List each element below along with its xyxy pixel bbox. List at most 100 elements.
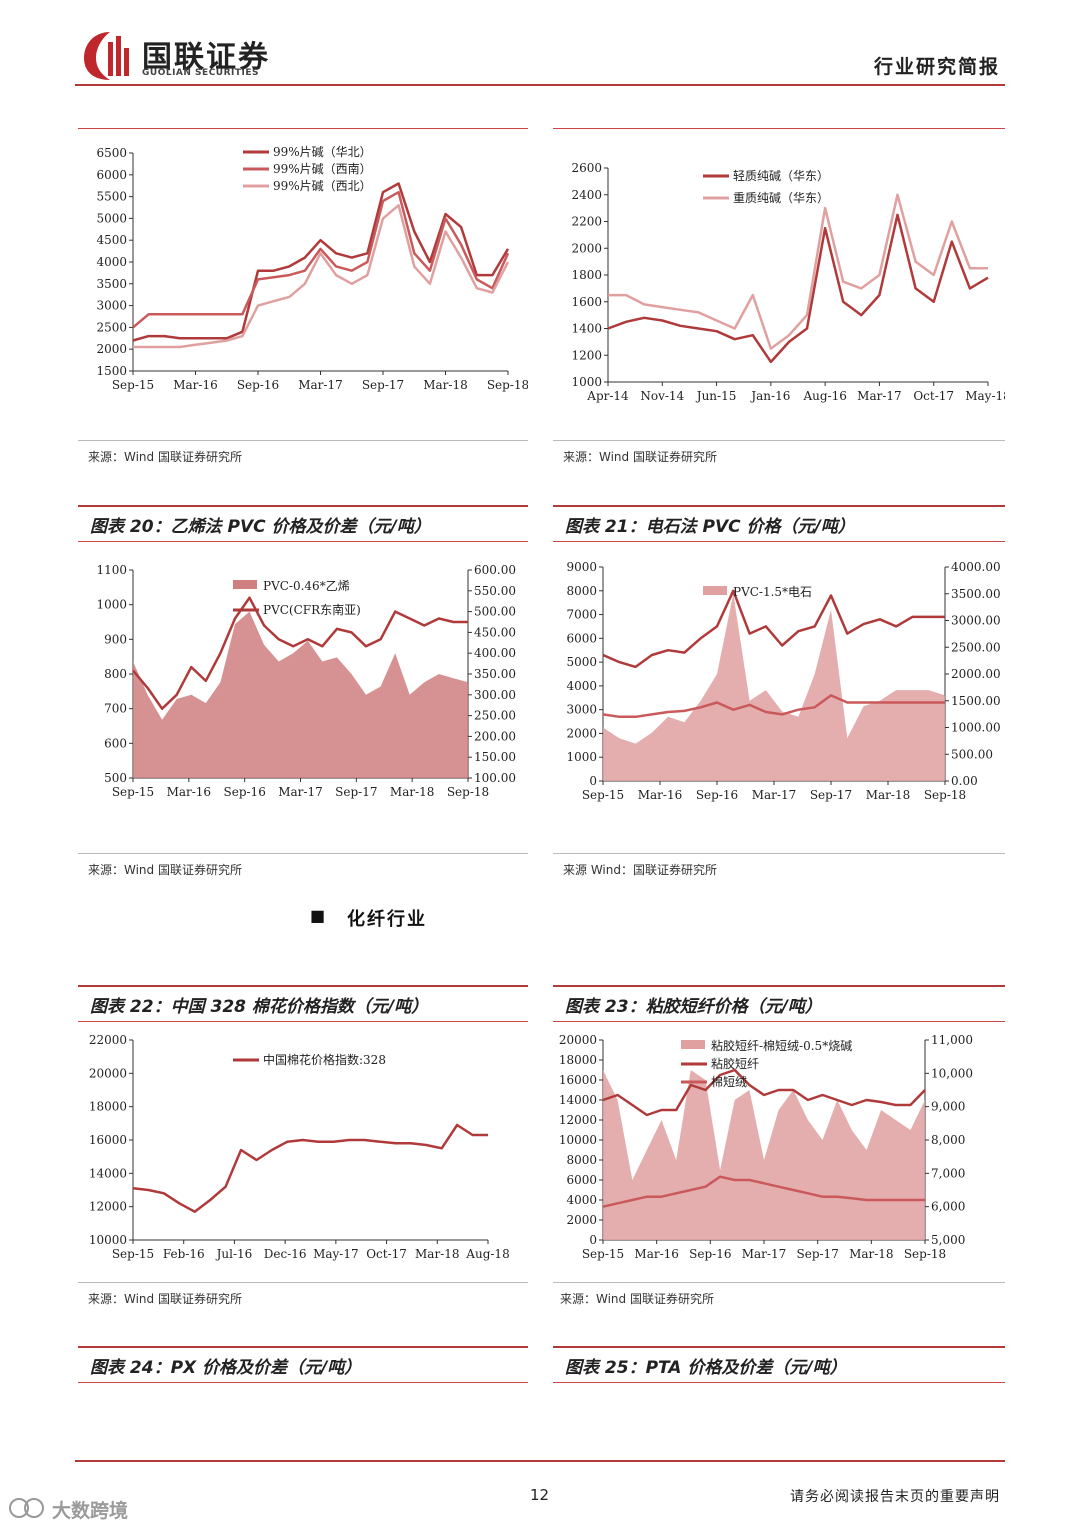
x-tick-label: Oct-17 xyxy=(913,389,954,403)
page-number: 12 xyxy=(530,1486,550,1504)
legend-label: 99%片碱（西南） xyxy=(273,161,372,176)
y-right-tick-label: 150.00 xyxy=(474,750,516,764)
y-right-tick-label: 4000.00 xyxy=(951,560,1001,574)
series-line xyxy=(133,204,510,349)
y-right-tick-label: 100.00 xyxy=(474,771,516,785)
x-tick-label: Jun-15 xyxy=(695,389,737,403)
legend-label: 99%片碱（西北） xyxy=(273,179,372,193)
series-line xyxy=(132,1123,488,1213)
y-tick-label: 18000 xyxy=(89,1100,127,1114)
chart2-top-rule xyxy=(553,128,1005,129)
y-right-tick-label: 1000.00 xyxy=(951,721,1001,735)
x-tick-label: Sep-17 xyxy=(810,788,852,802)
x-tick-label: Mar-18 xyxy=(849,1247,894,1261)
y-tick-label: 700 xyxy=(104,702,127,716)
y-tick-label: 6500 xyxy=(96,146,127,160)
legend-label: PVC(CFR东南亚) xyxy=(263,602,361,617)
y-tick-label: 3500 xyxy=(96,277,127,291)
legend-swatch xyxy=(681,1040,705,1049)
legend-label: 99%片碱（华北） xyxy=(273,145,372,159)
chart-viscose: 2000018000160001400012000100008000600040… xyxy=(559,1033,973,1261)
y-right-tick-label: 300.00 xyxy=(474,688,516,702)
x-tick-label: Sep-16 xyxy=(689,1247,731,1261)
y-tick-label: 0 xyxy=(589,774,597,788)
y-tick-label: 20000 xyxy=(89,1066,127,1080)
series-line xyxy=(607,213,989,364)
y-right-tick-label: 2500.00 xyxy=(951,640,1001,654)
x-tick-label: Mar-18 xyxy=(423,378,468,392)
section-marker: ■ xyxy=(310,906,326,925)
y-right-tick-label: 450.00 xyxy=(474,625,516,639)
figure-caption-23: 图表 23：粘胶短纤价格（元/吨） xyxy=(565,997,822,1017)
y-tick-label: 18000 xyxy=(559,1053,597,1067)
y-tick-label: 16000 xyxy=(89,1133,127,1147)
y-right-tick-label: 11,000 xyxy=(931,1033,973,1047)
caption24-top-rule xyxy=(78,1346,528,1348)
x-tick-label: Sep-18 xyxy=(487,378,528,392)
x-tick-label: Sep-16 xyxy=(237,378,279,392)
y-tick-label: 16000 xyxy=(559,1073,597,1087)
logo-mark-icon xyxy=(84,32,129,80)
y-tick-label: 12000 xyxy=(89,1200,127,1214)
x-tick-label: Aug-16 xyxy=(802,389,846,403)
y-tick-label: 1800 xyxy=(571,268,602,282)
x-tick-label: Mar-16 xyxy=(167,785,212,799)
chart-pvc-ethylene: 1100 1000 900 800 700 600 500 600.00 550.00 500.0… xyxy=(96,563,516,799)
y-right-tick-label: 5,000 xyxy=(931,1233,965,1247)
y-tick-label: 14000 xyxy=(559,1093,597,1107)
logo-text-en: GUOLIAN SECURITIES xyxy=(142,68,259,78)
y-tick-label: 5000 xyxy=(566,655,597,669)
legend-label: 粘胶短纤-棉短绒-0.5*烧碱 xyxy=(711,1038,852,1053)
caption24-bottom-rule xyxy=(78,1382,528,1383)
caption20-top-rule xyxy=(78,505,528,507)
source2-rule xyxy=(553,440,1005,441)
x-tick-label: Mar-18 xyxy=(390,785,435,799)
y-right-tick-label: 7,000 xyxy=(931,1166,965,1180)
series-line xyxy=(608,193,988,350)
series-line xyxy=(602,589,945,669)
series-line xyxy=(602,694,945,719)
x-tick-label: Mar-17 xyxy=(278,785,323,799)
chart-caustic-soda: 6500 6000 5500 5000 4500 4000 3500 3000 2500 2000… xyxy=(96,145,528,392)
y-tick-label: 2000 xyxy=(571,241,602,255)
y-tick-label: 1000 xyxy=(96,598,127,612)
y-right-tick-label: 500.00 xyxy=(951,747,993,761)
y-right-tick-label: 250.00 xyxy=(474,709,516,723)
caption21-top-rule xyxy=(553,505,1005,507)
y-tick-label: 5000 xyxy=(96,211,127,225)
y-right-tick-label: 550.00 xyxy=(474,584,516,598)
chart-cotton-328: 22000 20000 18000 16000 14000 12000 10000Sep-1… xyxy=(89,1033,510,1261)
x-tick-label: Jan-16 xyxy=(749,389,790,403)
y-right-tick-label: 3500.00 xyxy=(951,587,1001,601)
legend-label: 棉短绒 xyxy=(711,1075,747,1089)
series-area xyxy=(133,611,468,778)
legend-label: 重质纯碱（华东） xyxy=(733,191,829,205)
y-tick-label: 6000 xyxy=(566,631,597,645)
y-right-tick-label: 500.00 xyxy=(474,605,516,619)
section-title: 化纤行业 xyxy=(347,909,427,930)
caption22-top-rule xyxy=(78,985,528,987)
y-right-tick-label: 2000.00 xyxy=(951,667,1001,681)
x-tick-label: Sep-15 xyxy=(582,788,624,802)
y-right-tick-label: 9,000 xyxy=(931,1100,965,1114)
x-tick-label: Mar-16 xyxy=(634,1247,679,1261)
x-tick-label: Mar-17 xyxy=(752,788,797,802)
y-right-tick-label: 400.00 xyxy=(474,646,516,660)
figure-caption-24: 图表 24：PX 价格及价差（元/吨） xyxy=(90,1358,362,1378)
x-tick-label: Mar-16 xyxy=(638,788,683,802)
series-area xyxy=(603,593,945,781)
series-line xyxy=(132,596,468,710)
y-tick-label: 4000 xyxy=(566,679,597,693)
y-right-tick-label: 1500.00 xyxy=(951,694,1001,708)
x-tick-label: Mar-17 xyxy=(298,378,343,392)
source5-rule xyxy=(78,1282,528,1283)
series-line xyxy=(132,182,510,342)
y-right-tick-label: 600.00 xyxy=(474,563,516,577)
x-tick-label: Sep-16 xyxy=(224,785,266,799)
chart-soda-ash: 2600 2400 2200 2000 1800 1600 1400 1200 1000Apr-… xyxy=(571,161,1005,403)
source-note: 来源 Wind：国联证券研究所 xyxy=(563,863,717,877)
y-tick-label: 10000 xyxy=(559,1133,597,1147)
chart1-top-rule xyxy=(78,128,528,129)
y-tick-label: 900 xyxy=(104,632,127,646)
y-tick-label: 1200 xyxy=(571,348,602,362)
